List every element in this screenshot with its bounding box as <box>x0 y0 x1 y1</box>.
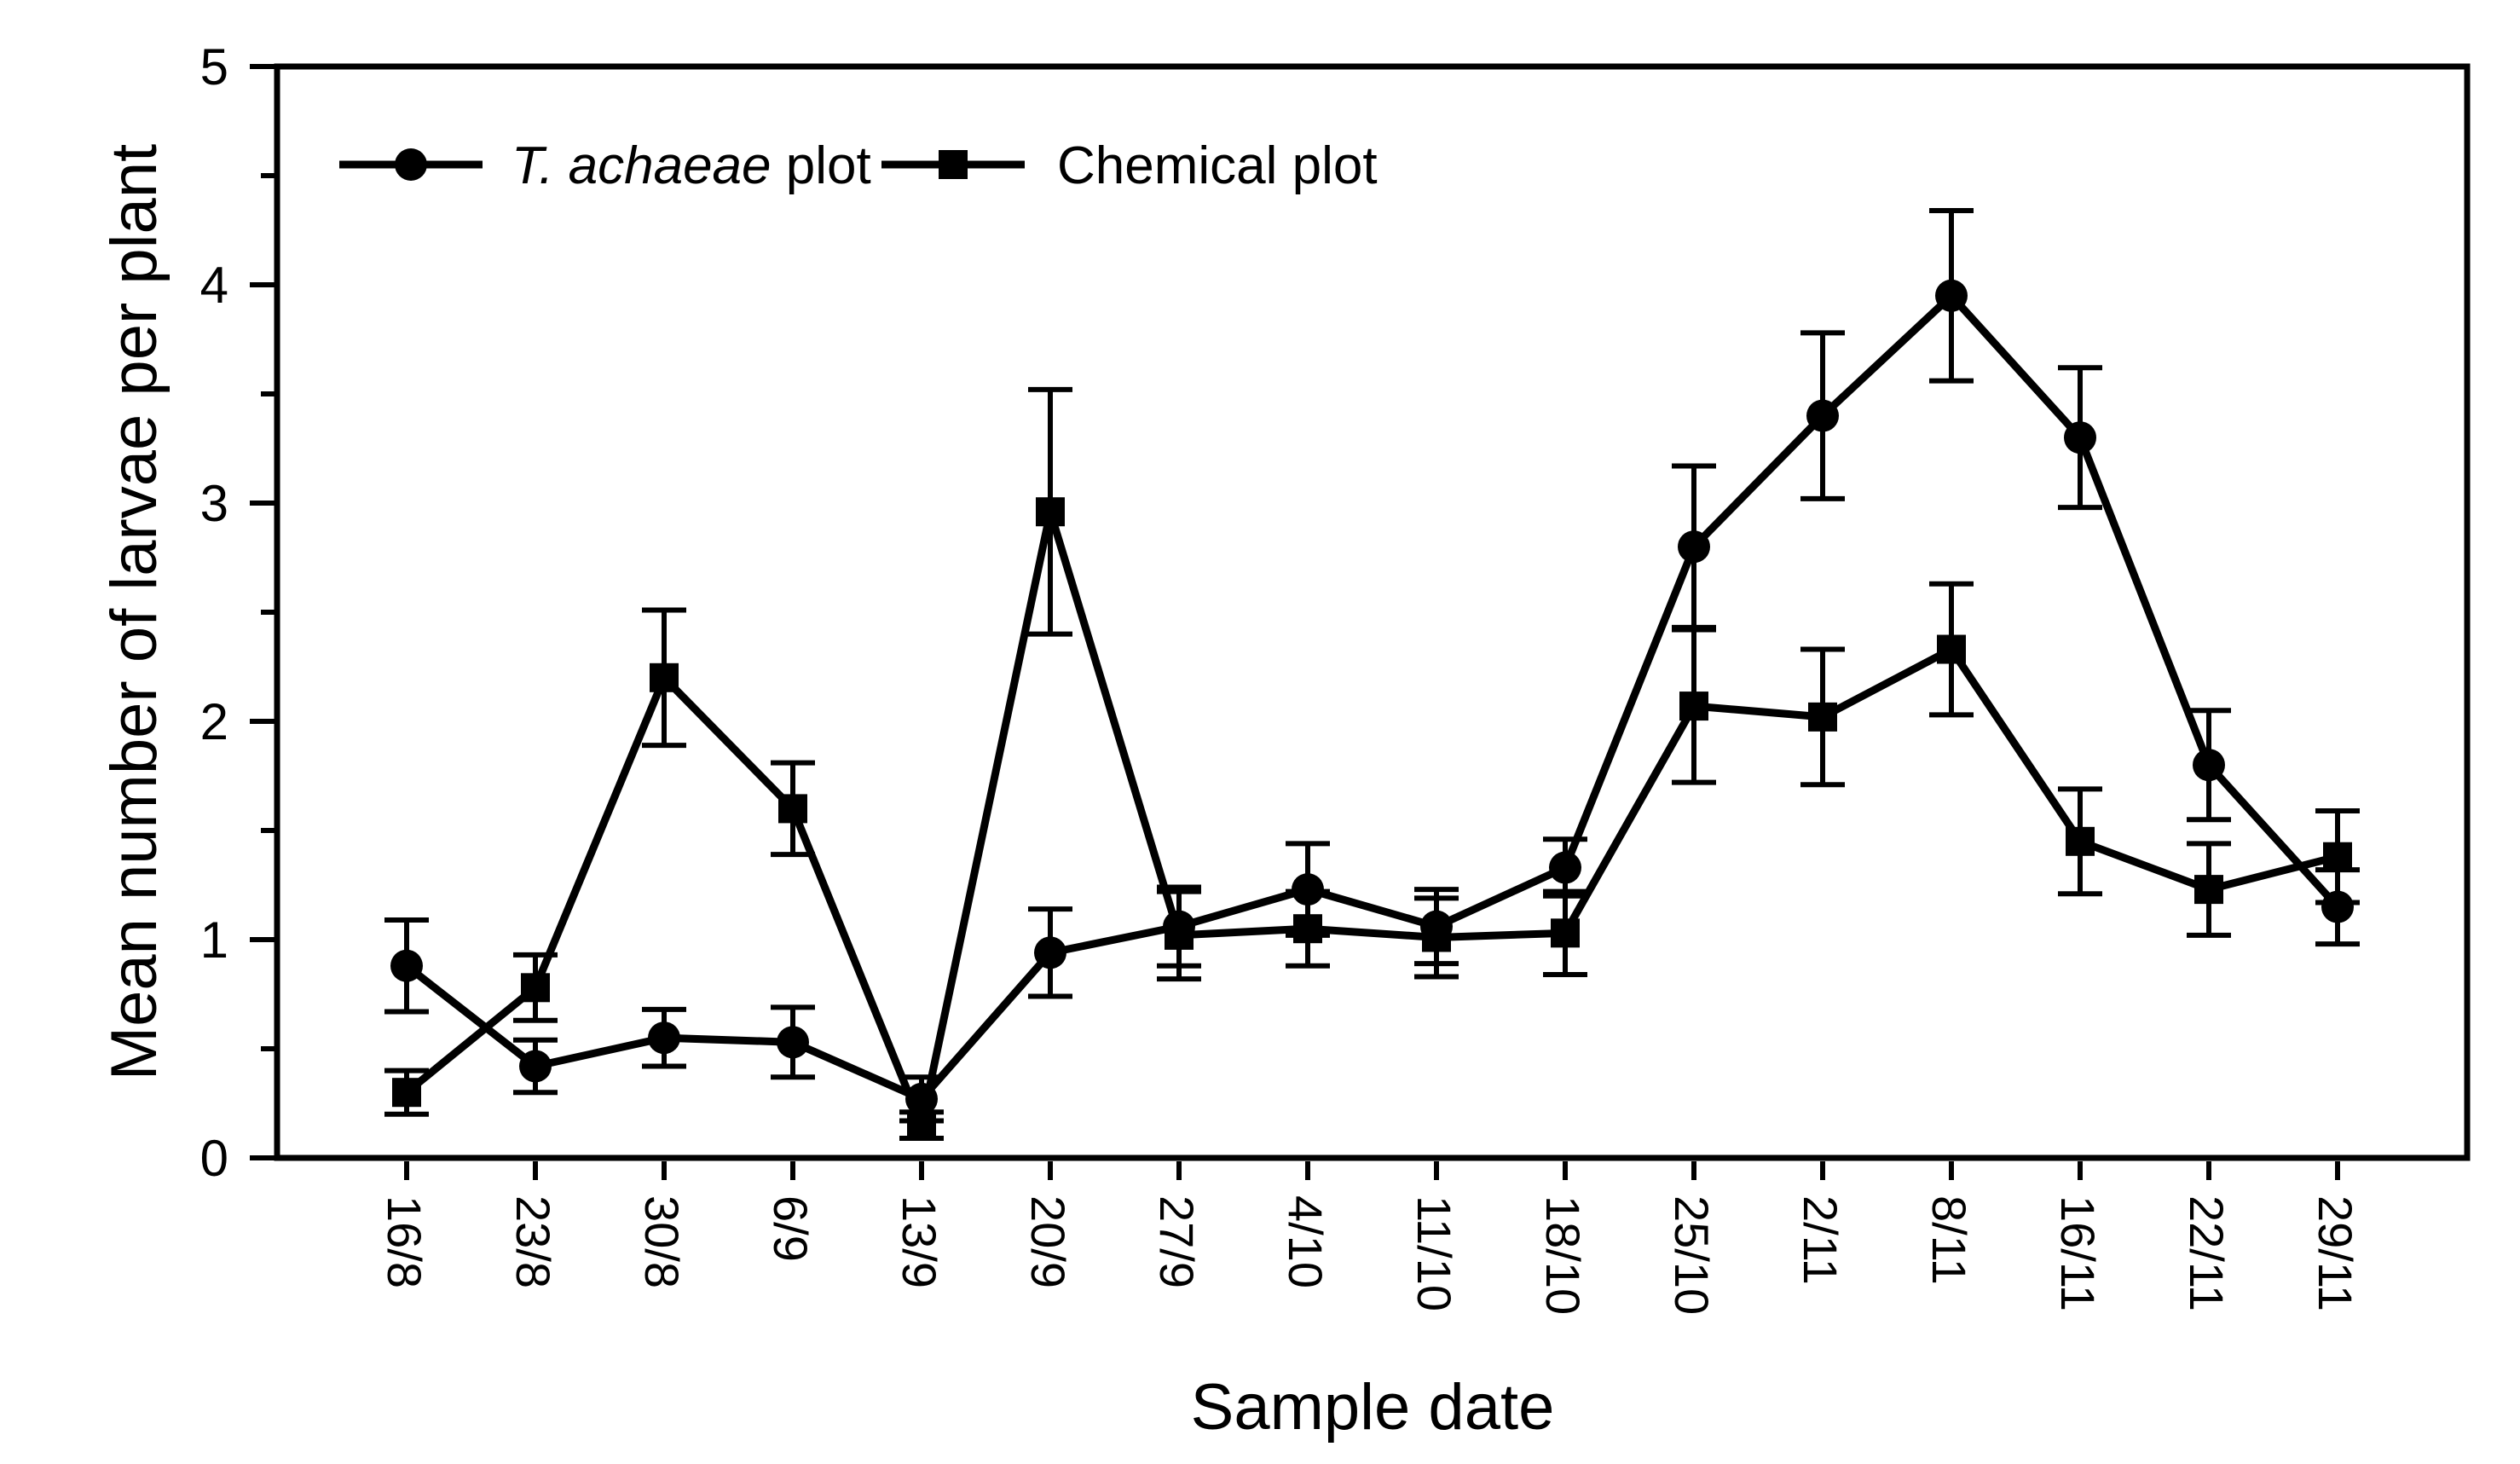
x-tick-label: 25/10 <box>1665 1195 1719 1315</box>
series-circle <box>384 207 2360 1124</box>
x-tick-label: 13/9 <box>893 1195 946 1288</box>
x-tick-label: 8/11 <box>1922 1195 1976 1285</box>
series-line <box>404 510 2339 1138</box>
x-tick-label: 23/8 <box>506 1195 560 1288</box>
x-axis-tick-labels: 16/8 23/8 30/8 6/9 13/9 20/9 27/9 4/10 11/10 18/1… <box>378 1195 2362 1315</box>
x-tick-label: 2/11 <box>1794 1195 1847 1285</box>
legend-marker-square <box>939 150 968 179</box>
plot-frame <box>274 63 2471 1161</box>
data-point-marker-square <box>778 794 807 824</box>
data-point-marker-square <box>1293 914 1322 944</box>
series-line <box>404 290 2341 1104</box>
y-axis-ticks <box>250 64 275 1160</box>
data-point-marker-square <box>2194 875 2223 905</box>
x-tick-label: 20/9 <box>1021 1195 1075 1288</box>
legend-label: Chemical plot <box>1057 136 1378 195</box>
data-point-marker-circle <box>519 1050 552 1083</box>
y-tick-label: 3 <box>200 475 228 532</box>
x-tick-label: 18/10 <box>1536 1195 1590 1315</box>
x-tick-label: 30/8 <box>635 1195 689 1288</box>
y-axis-title: Mean number of larvae per plant <box>98 144 171 1080</box>
data-point-marker-circle <box>2321 890 2354 923</box>
data-point-marker-square <box>2066 826 2095 856</box>
legend-entry: Chemical plot <box>881 136 1378 195</box>
x-tick-label: 16/8 <box>378 1195 431 1288</box>
y-axis-tick-labels: 0 1 2 3 4 5 <box>200 38 228 1187</box>
x-tick-label: 4/10 <box>1279 1195 1332 1288</box>
data-point-marker-circle <box>1549 851 1581 884</box>
data-point-marker-circle <box>1034 936 1066 969</box>
data-point-marker-circle <box>2064 421 2096 454</box>
data-point-marker-circle <box>1935 279 1968 312</box>
data-point-marker-circle <box>648 1021 680 1055</box>
legend-label: T. achaeae plot <box>512 136 871 195</box>
x-tick-label: 29/11 <box>2309 1195 2362 1311</box>
data-point-marker-square <box>907 1110 936 1140</box>
x-tick-label: 6/9 <box>764 1195 818 1262</box>
y-tick-label: 2 <box>200 693 228 750</box>
x-tick-label: 22/11 <box>2180 1195 2234 1311</box>
x-axis-ticks <box>404 1161 2340 1180</box>
y-tick-label: 1 <box>200 911 228 969</box>
data-point-marker-circle <box>2193 749 2225 782</box>
data-point-marker-square <box>1937 634 1966 664</box>
y-tick-label: 4 <box>200 257 228 314</box>
data-point-marker-square <box>650 663 679 692</box>
legend: T. achaeae plot Chemical plot <box>339 136 1378 195</box>
data-point-marker-square <box>1679 691 1708 721</box>
data-point-marker-square <box>1551 918 1580 948</box>
data-point-marker-square <box>2323 842 2352 871</box>
data-point-marker-square <box>1808 702 1837 732</box>
x-tick-label: 16/11 <box>2051 1195 2105 1311</box>
data-point-marker-square <box>1036 497 1065 527</box>
data-point-marker-circle <box>1678 530 1710 564</box>
data-point-marker-square <box>392 1078 421 1108</box>
x-axis-title: Sample date <box>1191 1371 1555 1444</box>
x-tick-label: 11/10 <box>1407 1195 1461 1311</box>
data-point-marker-square <box>1422 923 1451 952</box>
plot-border <box>274 63 2471 1161</box>
data-point-marker-circle <box>1806 399 1839 432</box>
data-point-marker-square <box>521 973 550 1003</box>
y-tick-label: 0 <box>200 1130 228 1187</box>
data-point-marker-circle <box>390 949 423 982</box>
data-series <box>384 207 2360 1141</box>
series-square <box>384 386 2360 1141</box>
x-tick-label: 27/9 <box>1150 1195 1204 1288</box>
data-point-marker-circle <box>777 1026 809 1059</box>
legend-entry: T. achaeae plot <box>339 136 871 195</box>
data-point-marker-square <box>1165 920 1194 950</box>
y-tick-label: 5 <box>200 38 228 95</box>
legend-marker-circle <box>395 148 427 181</box>
